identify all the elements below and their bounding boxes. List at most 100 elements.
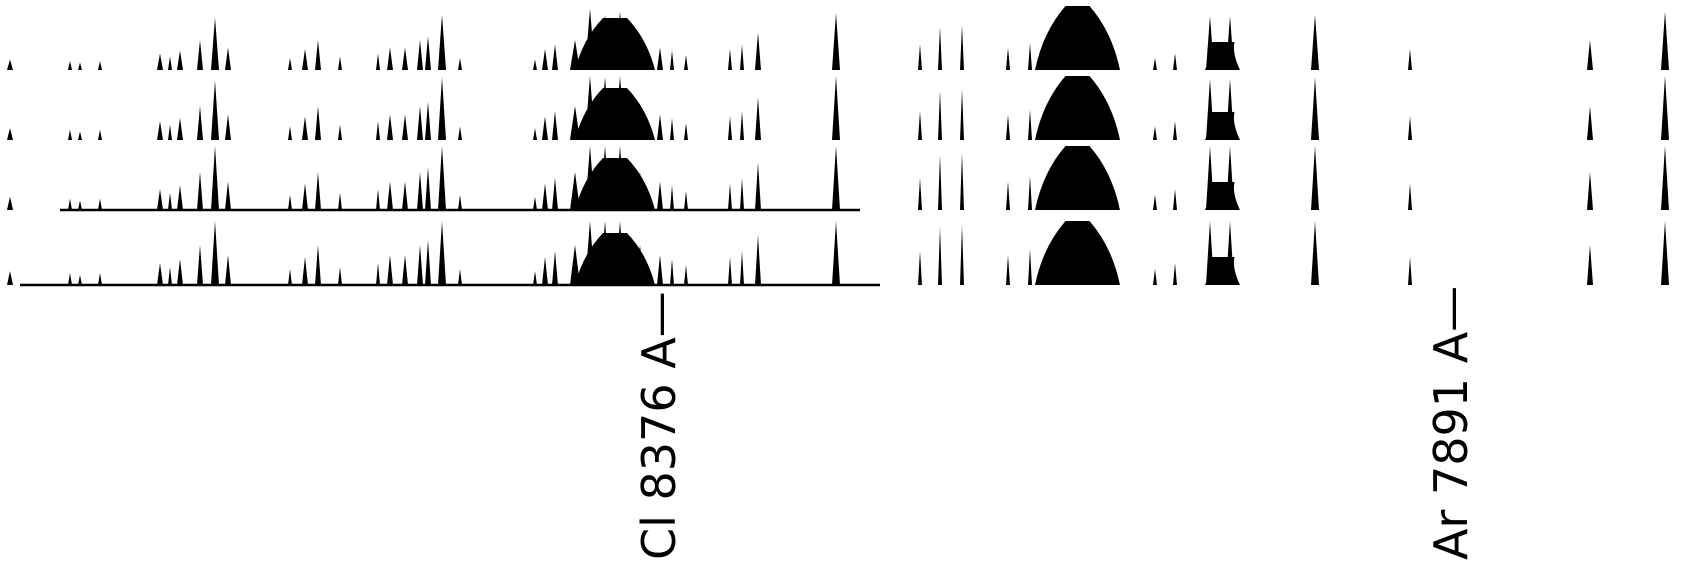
emission-peak <box>338 124 342 140</box>
emission-peak <box>1173 189 1177 210</box>
emission-peak <box>1153 269 1157 285</box>
emission-peak <box>1311 221 1319 285</box>
emission-band <box>1035 146 1120 210</box>
emission-peak <box>533 128 537 140</box>
emission-peak <box>832 221 840 285</box>
emission-peak <box>533 271 537 285</box>
emission-peak <box>225 255 231 285</box>
emission-peak <box>542 49 548 70</box>
emission-peak <box>315 245 321 285</box>
emission-peak <box>168 56 172 70</box>
emission-peak <box>1587 106 1593 140</box>
emission-peak <box>740 251 744 285</box>
spectrum-trace-4 <box>7 221 1669 287</box>
emission-peak <box>338 267 342 285</box>
emission-peak <box>68 61 72 70</box>
emission-peak <box>670 117 674 140</box>
emission-peak <box>1311 146 1319 210</box>
emission-peak <box>1408 49 1412 70</box>
emission-peak <box>78 131 82 140</box>
emission-peak <box>78 200 82 210</box>
emission-band <box>1035 221 1120 285</box>
emission-peak <box>387 181 393 210</box>
emission-peak <box>315 40 321 70</box>
emission-peak <box>425 101 431 140</box>
emission-peak <box>225 114 231 140</box>
emission-peak <box>315 172 321 210</box>
spectrum-trace-3 <box>7 146 1669 212</box>
emission-peak <box>670 185 674 210</box>
emission-peak <box>425 167 431 210</box>
emission-peak <box>1153 126 1157 140</box>
emission-peak <box>211 221 219 285</box>
cl-line-label-text: Cl 8376 A <box>632 337 686 560</box>
emission-peak <box>1661 11 1669 70</box>
emission-peak <box>288 126 292 140</box>
emission-peak <box>1006 114 1010 140</box>
emission-band <box>575 88 655 140</box>
emission-peak <box>1661 221 1669 285</box>
emission-peak <box>157 53 163 70</box>
emission-peak <box>157 263 163 285</box>
emission-peak <box>832 146 840 210</box>
emission-peak <box>458 269 462 285</box>
emission-peak <box>7 128 13 140</box>
emission-peak <box>1028 109 1032 140</box>
emission-peak <box>755 235 761 285</box>
emission-peak <box>288 58 292 70</box>
emission-peak <box>302 49 308 70</box>
emission-band <box>1205 257 1240 285</box>
emission-peak <box>960 25 964 70</box>
emission-band <box>1205 182 1240 210</box>
emission-peak <box>542 183 548 210</box>
emission-peak <box>670 50 674 70</box>
emission-peak <box>387 255 393 285</box>
emission-peak <box>68 129 72 140</box>
emission-peak <box>1408 257 1412 285</box>
emission-peak <box>533 59 537 70</box>
emission-peak <box>338 192 342 210</box>
emission-peak <box>302 183 308 210</box>
emission-peak <box>376 189 380 210</box>
emission-peak <box>402 255 408 285</box>
emission-peak <box>197 40 203 70</box>
emission-peak <box>98 61 102 70</box>
emission-peak <box>387 47 393 70</box>
emission-peak <box>157 121 163 140</box>
emission-peak <box>960 89 964 140</box>
emission-peak <box>1028 43 1032 70</box>
emission-peak <box>168 267 172 285</box>
emission-peak <box>740 111 744 140</box>
emission-peak <box>98 198 102 210</box>
emission-band <box>575 233 655 285</box>
emission-peak <box>302 116 308 140</box>
emission-peak <box>684 55 688 70</box>
emission-peak <box>918 111 922 140</box>
emission-peak <box>1661 76 1669 140</box>
emission-peak <box>211 146 219 210</box>
emission-peak <box>402 114 408 140</box>
emission-peak <box>552 177 558 210</box>
emission-peak <box>7 59 13 70</box>
emission-peak <box>417 172 423 210</box>
emission-peak <box>177 117 183 140</box>
emission-peak <box>684 123 688 140</box>
emission-peak <box>740 44 744 70</box>
emission-peak <box>960 153 964 210</box>
emission-peak <box>542 116 548 140</box>
emission-peak <box>402 47 408 70</box>
emission-peak <box>1173 53 1177 70</box>
emission-peak <box>1311 14 1319 70</box>
emission-peak <box>197 106 203 140</box>
emission-peak <box>755 97 761 140</box>
emission-peak <box>570 172 580 210</box>
emission-peak <box>1006 255 1010 285</box>
emission-peak <box>402 181 408 210</box>
emission-peak <box>684 191 688 210</box>
emission-peak <box>728 257 732 285</box>
ar-line-label: Ar 7891 A— <box>1424 286 1478 560</box>
emission-band <box>1035 76 1120 140</box>
emission-peak <box>168 124 172 140</box>
emission-peak <box>728 116 732 140</box>
emission-peak <box>438 146 446 210</box>
